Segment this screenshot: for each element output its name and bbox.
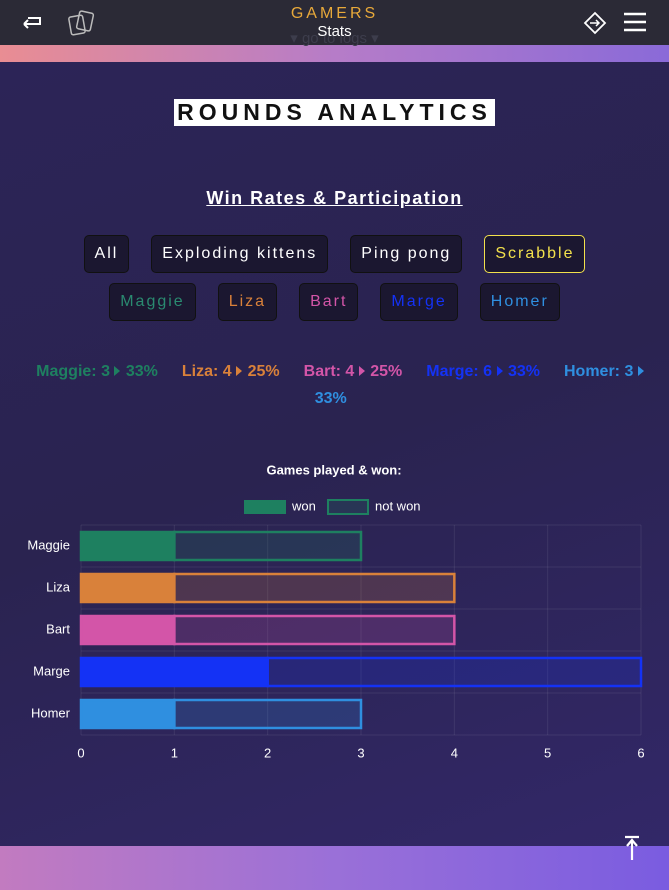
back-icon[interactable] bbox=[20, 10, 46, 34]
legend-swatch bbox=[327, 499, 369, 515]
y-tick-label: Homer bbox=[31, 705, 71, 720]
scroll-top[interactable] bbox=[622, 834, 642, 862]
summary-label: Liza: 4 bbox=[181, 363, 232, 380]
arrow-icon bbox=[232, 363, 248, 380]
summary-rate: 33% bbox=[507, 363, 540, 380]
bar-not-won bbox=[173, 572, 456, 604]
page-subtitle: Stats bbox=[317, 23, 352, 40]
filter-button[interactable]: All bbox=[83, 235, 130, 273]
summary-item: Bart: 4 25% bbox=[304, 363, 403, 380]
y-tick-label: Marge bbox=[33, 663, 70, 678]
y-tick-label: Maggie bbox=[27, 537, 70, 552]
x-tick-label: 1 bbox=[171, 745, 178, 760]
subsection-title: Win Rates & Participation bbox=[206, 188, 463, 208]
filter-button[interactable]: Homer bbox=[479, 283, 560, 321]
bar-not-won bbox=[173, 530, 363, 562]
x-tick-label: 3 bbox=[357, 745, 364, 760]
summary-item: Liza: 4 25% bbox=[182, 363, 280, 380]
cards-icon[interactable] bbox=[66, 8, 96, 38]
summary-label: Maggie: 3 bbox=[36, 363, 110, 380]
bar-won bbox=[79, 656, 269, 688]
summary-rate: 33% bbox=[314, 390, 347, 407]
filter-button[interactable]: Scrabble bbox=[484, 235, 586, 273]
summary-label: Bart: 4 bbox=[303, 363, 355, 380]
summary-rate: 33% bbox=[125, 363, 158, 380]
x-tick-label: 2 bbox=[264, 745, 271, 760]
arrow-icon bbox=[492, 363, 508, 380]
summary-rate: 25% bbox=[247, 363, 280, 380]
filter-button[interactable]: Exploding kittens bbox=[151, 235, 329, 273]
filter-button[interactable]: Liza bbox=[217, 283, 278, 321]
summary-label: Marge: 6 bbox=[426, 363, 493, 380]
summary: Maggie: 3 33% Liza: 4 25% Bart: 4 25% Marge… bbox=[20, 358, 649, 412]
bar-not-won bbox=[173, 698, 363, 730]
filter-button[interactable]: Bart bbox=[299, 283, 359, 321]
filter-bar: All Exploding kittens Ping pong Scrabble Mag… bbox=[30, 235, 639, 321]
menu-icon[interactable] bbox=[623, 11, 647, 33]
arrow-icon bbox=[310, 363, 645, 407]
y-tick-label: Liza bbox=[46, 579, 71, 594]
x-tick-label: 6 bbox=[637, 745, 644, 760]
summary-item: Maggie: 3 33% bbox=[36, 363, 158, 380]
summary-rate: 25% bbox=[370, 363, 403, 380]
arrow-icon bbox=[354, 363, 370, 380]
bar-won bbox=[79, 614, 176, 646]
diamond-icon[interactable] bbox=[583, 11, 609, 35]
bar-not-won bbox=[266, 656, 643, 688]
nav-link[interactable]: ▾ go to logs ▾ bbox=[290, 30, 379, 47]
x-tick-label: 0 bbox=[77, 745, 84, 760]
filter-button[interactable]: Ping pong bbox=[350, 235, 463, 273]
footer bbox=[0, 846, 669, 890]
legend-swatch bbox=[244, 500, 286, 514]
summary-item: Homer: 3 33% bbox=[310, 363, 645, 407]
header-strip bbox=[0, 45, 669, 62]
filter-button[interactable]: Marge bbox=[380, 283, 458, 321]
header-bar bbox=[0, 0, 669, 45]
arrow-icon bbox=[110, 363, 126, 380]
section-title: ROUNDS ANALYTICS bbox=[174, 99, 495, 126]
filter-button[interactable]: Maggie bbox=[109, 283, 196, 321]
chart-title: Games played & won: bbox=[266, 462, 401, 477]
summary-label: Homer: 3 bbox=[564, 363, 634, 380]
bar-won bbox=[79, 572, 176, 604]
x-tick-label: 5 bbox=[544, 745, 551, 760]
legend-label: won bbox=[291, 498, 316, 513]
legend-label: not won bbox=[375, 498, 421, 513]
bar-not-won bbox=[173, 614, 456, 646]
chart: Games played & won: won not won 0 1 2 3 4 5 6 Mag… bbox=[27, 462, 644, 760]
brand[interactable]: GAMERS bbox=[290, 5, 379, 22]
summary-item: Marge: 6 33% bbox=[426, 363, 540, 380]
bar-won bbox=[79, 698, 176, 730]
y-tick-label: Bart bbox=[46, 621, 70, 636]
bar-won bbox=[79, 530, 176, 562]
x-tick-label: 4 bbox=[451, 745, 458, 760]
